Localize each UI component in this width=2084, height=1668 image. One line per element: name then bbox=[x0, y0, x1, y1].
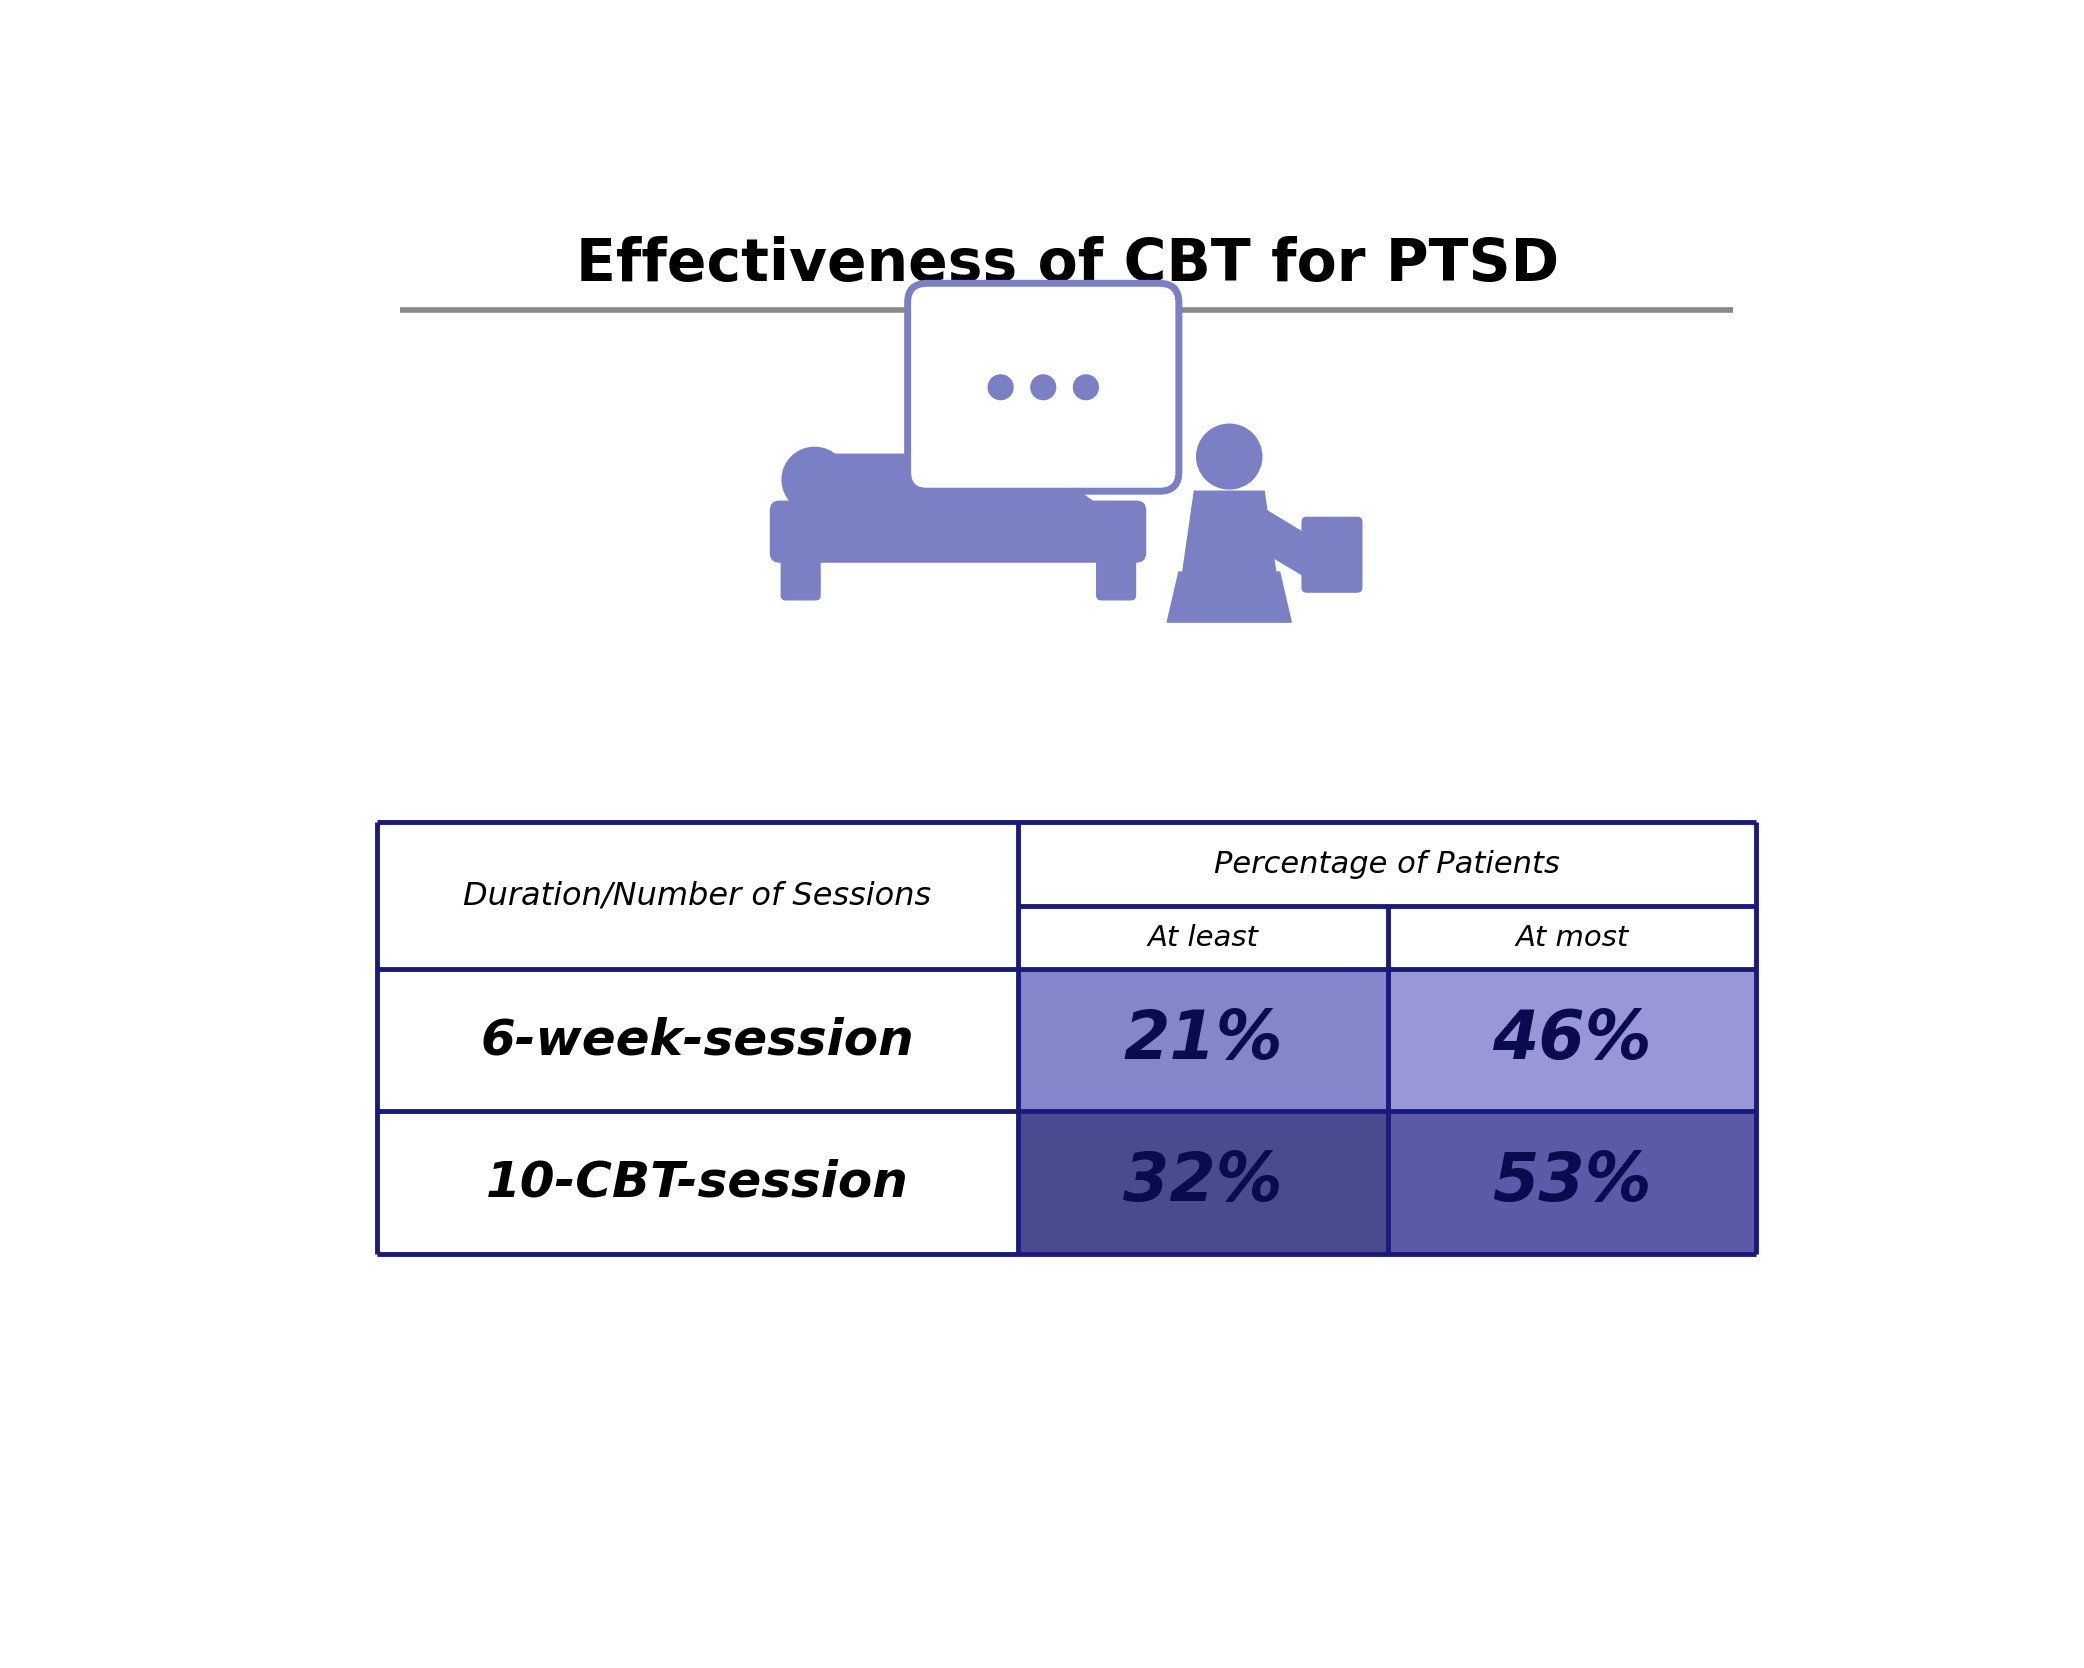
Text: 6-week-session: 6-week-session bbox=[481, 1016, 915, 1064]
Circle shape bbox=[1073, 375, 1098, 400]
FancyBboxPatch shape bbox=[909, 284, 1180, 490]
Polygon shape bbox=[932, 472, 1013, 514]
FancyBboxPatch shape bbox=[771, 500, 1146, 562]
Text: 46%: 46% bbox=[1492, 1007, 1653, 1073]
Text: At least: At least bbox=[1148, 924, 1259, 952]
Polygon shape bbox=[1167, 572, 1292, 622]
Text: Duration/Number of Sessions: Duration/Number of Sessions bbox=[463, 881, 932, 911]
Bar bbox=[1019, 969, 1388, 1111]
FancyBboxPatch shape bbox=[1302, 517, 1361, 592]
Circle shape bbox=[782, 447, 848, 512]
Polygon shape bbox=[1234, 507, 1330, 580]
Text: Percentage of Patients: Percentage of Patients bbox=[1215, 851, 1561, 879]
Text: 53%: 53% bbox=[1492, 1149, 1653, 1216]
Text: 21%: 21% bbox=[1123, 1007, 1284, 1073]
Text: 32%: 32% bbox=[1123, 1149, 1284, 1216]
Text: Effectiveness of CBT for PTSD: Effectiveness of CBT for PTSD bbox=[577, 235, 1559, 292]
Bar bbox=[1388, 969, 1757, 1111]
Circle shape bbox=[1032, 375, 1057, 400]
Circle shape bbox=[988, 375, 1013, 400]
FancyBboxPatch shape bbox=[1096, 544, 1136, 600]
Polygon shape bbox=[1184, 490, 1275, 572]
Bar bbox=[377, 822, 1757, 1254]
Polygon shape bbox=[1046, 469, 1121, 560]
FancyBboxPatch shape bbox=[819, 454, 1065, 524]
Text: At most: At most bbox=[1515, 924, 1630, 952]
Circle shape bbox=[1196, 424, 1261, 489]
Bar bbox=[1388, 1111, 1757, 1254]
FancyBboxPatch shape bbox=[782, 544, 819, 600]
Bar bbox=[1019, 1111, 1388, 1254]
Text: 10-CBT-session: 10-CBT-session bbox=[486, 1158, 909, 1206]
